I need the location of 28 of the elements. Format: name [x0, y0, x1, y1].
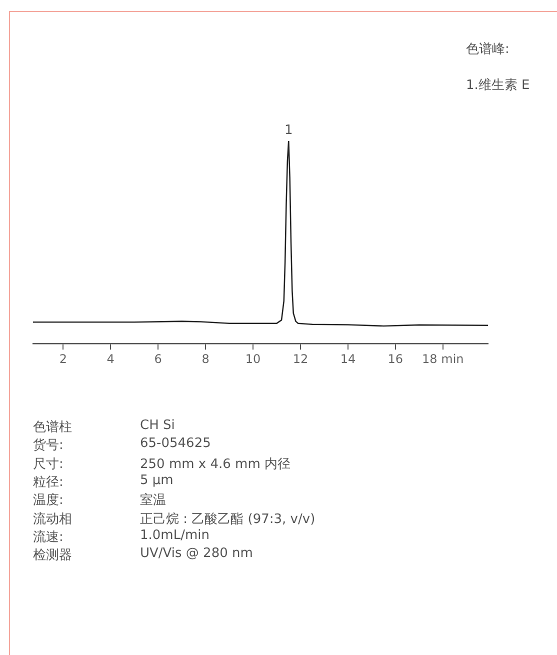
text: 250 mm x 4.6 mm 内径 — [140, 456, 290, 473]
text: 室温 — [140, 492, 166, 510]
text: 色谱峰: — [466, 41, 510, 58]
x-tick-label: 12 — [292, 352, 308, 366]
text: 流速: — [33, 528, 64, 546]
text: 检测器 — [33, 547, 72, 564]
text: 货号: — [33, 437, 64, 454]
text: 1.维生素 E — [466, 77, 530, 94]
text: 5 µm — [140, 472, 174, 488]
text: 温度: — [33, 492, 64, 510]
x-tick-label: 2 — [59, 352, 67, 366]
x-tick-label: 8 — [202, 352, 210, 366]
x-tick-label: 16 — [388, 352, 404, 366]
text: 1.0mL/min — [140, 528, 210, 543]
text: 正己烷 : 乙酸乙酯 (97:3, v/v) — [140, 510, 316, 528]
text: 尺寸: — [33, 456, 64, 473]
text: 色谱柱 — [33, 419, 72, 436]
x-tick-label: 10 — [245, 352, 261, 366]
text: UV/Vis @ 280 nm — [140, 546, 253, 562]
text: 65-054625 — [140, 436, 211, 452]
x-tick-label: 6 — [154, 352, 162, 366]
text: 粒径: — [33, 474, 64, 491]
x-tick-label: 18 min — [422, 352, 464, 366]
x-tick-label: 14 — [340, 352, 356, 366]
x-tick-label: 4 — [106, 352, 114, 366]
annotation: 1 — [284, 122, 293, 138]
text: CH Si — [140, 418, 175, 433]
text: 流动相 — [33, 510, 72, 528]
